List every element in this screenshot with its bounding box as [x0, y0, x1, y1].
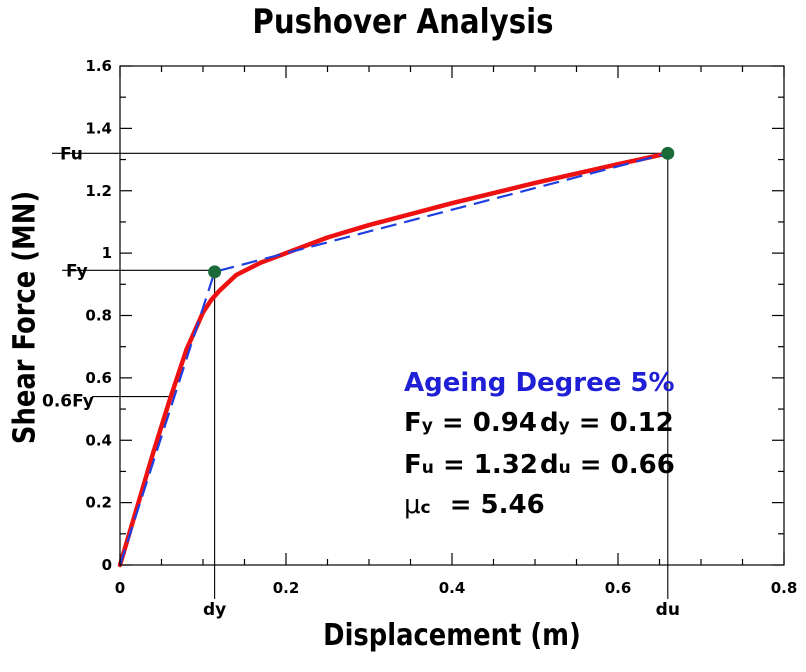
mu-subscript: c [420, 498, 431, 518]
du-subscript: u [558, 458, 571, 478]
key-points [208, 146, 675, 279]
y-tick-label: 1.2 [85, 182, 112, 200]
ref-label-f06: 0.6Fy [42, 392, 94, 412]
y-tick-label: 0.6 [85, 369, 112, 387]
du-symbol: d [540, 450, 559, 480]
x-tick-label: 0.2 [273, 579, 300, 597]
dy-value: = 0.12 [578, 408, 674, 438]
annotation-mu: μc = 5.46 [404, 490, 545, 520]
ref-label-dy: dy [203, 600, 226, 620]
annotation-dy: dy = 0.12 [540, 408, 674, 438]
chart-title: Pushover Analysis [252, 2, 554, 42]
annotation-fu: Fu = 1.32 [404, 450, 538, 480]
y-tick-label: 0.2 [85, 494, 112, 512]
mu-symbol: μ [404, 490, 421, 520]
bilinear-idealized-line [118, 152, 669, 566]
series-lines [117, 151, 671, 568]
y-tick-label: 0.4 [85, 431, 112, 449]
dy-symbol: d [540, 408, 559, 438]
y-tick-label: 1 [102, 244, 112, 262]
x-tick-label: 0.8 [771, 579, 798, 597]
yield-point [208, 265, 222, 279]
annotation-du: du = 0.66 [540, 450, 675, 480]
x-axis-label: Displacement (m) [323, 618, 581, 653]
du-value: = 0.66 [579, 450, 675, 480]
ref-label-fy: Fy [66, 261, 88, 281]
y-tick-label: 1.4 [85, 119, 112, 137]
y-tick-label: 1.6 [85, 57, 112, 75]
ultimate-point [661, 146, 675, 160]
fu-subscript: u [421, 458, 434, 478]
fy-symbol: F [404, 408, 422, 438]
fu-symbol: F [404, 450, 422, 480]
dy-subscript: y [558, 416, 570, 436]
annotation-fy: Fy = 0.94 [404, 408, 537, 438]
y-tick-label: 0.8 [85, 307, 112, 325]
fu-value: = 1.32 [442, 450, 538, 480]
y-axis-label: Shear Force (MN) [7, 190, 43, 445]
y-tick-label: 0 [102, 556, 112, 574]
axis-ticks [119, 65, 785, 566]
x-tick-label: 0.4 [439, 579, 466, 597]
ref-label-fu: Fu [60, 144, 83, 164]
pushover-curve-line [117, 151, 671, 568]
fy-subscript: y [421, 416, 433, 436]
plot-frame [119, 65, 785, 566]
tick-labels: 0 0.2 0.4 0.6 0.8 0 0.2 0.4 0.6 0.8 1 1.2 1.4 1.6 [85, 57, 797, 597]
x-tick-label: 0.6 [605, 579, 632, 597]
ref-label-du: du [656, 600, 680, 620]
x-tick-label: 0 [115, 579, 125, 597]
annotation-heading: Ageing Degree 5% [404, 368, 675, 398]
mu-value: = 5.46 [449, 490, 545, 520]
fy-value: = 0.94 [441, 408, 537, 438]
